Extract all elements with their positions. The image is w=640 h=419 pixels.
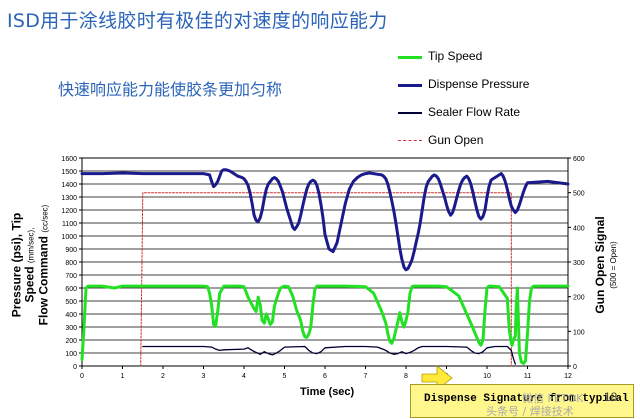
legend-label-sealer-flow-rate: Sealer Flow Rate [428,105,521,119]
series-line-sealer-flow-rate [142,345,516,365]
left-axis-title-line-3-unit: (cc/sec) [40,204,50,233]
y-tick-label-left: 600 [65,286,77,293]
y-tick-label-right: 200 [573,295,585,302]
x-tick-label: 8 [404,373,408,380]
y-tick-label-left: 700 [65,273,77,280]
left-axis-title-line-2-unit: (mm/sec), [26,227,36,263]
x-tick-label: 5 [283,373,287,380]
y-tick-label-left: 1100 [62,221,77,228]
legend-swatch-dispense-pressure [398,84,422,87]
y-tick-label-left: 800 [65,260,77,267]
y-tick-label-left: 1400 [61,182,77,189]
y-tick-label-left: 100 [65,351,77,358]
x-tick-label: 4 [242,373,246,380]
dispense-signature-callout: Dispense Signature from typical [410,384,634,418]
legend-label-gun-open: Gun Open [428,133,484,147]
watermark-account: 头条号 / 焊接技术 [486,405,574,418]
x-axis-title: Time (sec) [300,386,355,398]
y-tick-label-left: 400 [65,312,77,319]
left-axis-title-line-2: Speed [22,265,37,302]
y-tick-label-left: 500 [65,299,77,306]
x-tick-label: 3 [202,373,206,380]
legend-swatch-sealer-flow-rate [398,112,422,114]
y-tick-label-left: 0 [73,364,77,371]
y-tick-label-right: 600 [573,156,585,163]
series-line-gun-open [140,192,512,367]
legend-item-dispense-pressure: Dispense Pressure [398,77,628,93]
legend-label-tip-speed: Tip Speed [428,49,483,63]
x-tick-label: 6 [323,373,327,380]
legend-item-tip-speed: Tip Speed [398,49,628,65]
legend-swatch-gun-open [398,140,422,141]
slide-subtitle: 快速响应能力能使胶条更加匀称 [58,80,283,99]
y-tick-label-right: 0 [573,364,577,371]
y-tick-label-left: 900 [65,247,77,254]
series-line-dispense-pressure [80,168,570,272]
x-tick-label: 12 [564,373,572,380]
right-axis-title: Gun Open Signal (500 = Open) [574,162,640,367]
y-tick-label-left: 300 [65,325,77,332]
x-tick-label: 11 [524,373,531,380]
right-axis-title-main: Gun Open Signal [593,215,607,314]
left-axis-title: Pressure (psi), Tip Speed (mm/sec), Flow… [0,162,70,367]
slide-title: ISD用于涂线胶时有极佳的对速度的响应能力 [7,10,388,32]
y-tick-label-left: 1600 [61,156,77,163]
callout-text: Dispense Signature from typical [424,393,629,405]
legend-item-gun-open: Gun Open [398,133,628,149]
watermark-wechat: 微信 FETOK [522,392,584,405]
legend-swatch-tip-speed [398,56,422,59]
left-axis-title-line-3: Flow Command [36,235,51,325]
callout-box [410,384,634,418]
y-tick-label-left: 1200 [61,208,77,215]
y-tick-label-left: 200 [65,338,77,345]
x-tick-label: 2 [161,373,165,380]
y-tick-label-left: 1300 [61,195,77,202]
y-tick-label-right: 500 [573,191,585,198]
x-tick-label: 0 [80,373,84,380]
y-tick-label-right: 300 [573,260,585,267]
right-axis-title-unit: (500 = Open) [609,240,618,289]
series-line-tip-speed [80,284,570,365]
legend-label-dispense-pressure: Dispense Pressure [428,77,530,91]
y-tick-label-left: 1000 [61,234,77,241]
x-tick-label: 10 [483,373,491,380]
x-tick-label: 1 [121,373,125,380]
y-tick-label-left: 1500 [61,169,77,176]
x-tick-label: 7 [364,373,368,380]
legend-item-sealer-flow-rate: Sealer Flow Rate [398,105,628,121]
y-tick-label-right: 400 [573,225,585,232]
y-tick-label-right: 100 [573,329,585,336]
page-number: 18 [604,390,618,404]
